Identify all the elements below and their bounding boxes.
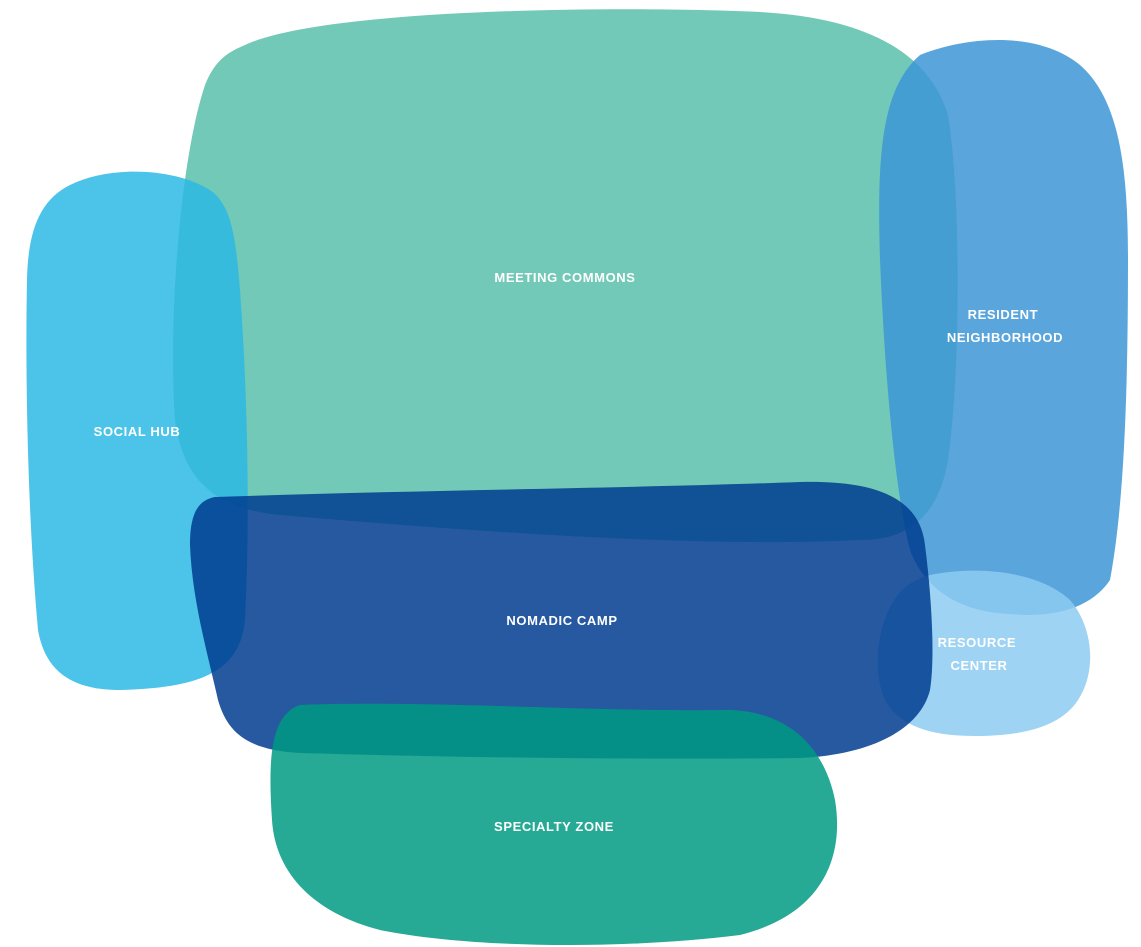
zone-meeting-commons — [173, 9, 958, 543]
label-resident-neighborhood: RESIDENT NEIGHBORHOOD — [947, 307, 1063, 345]
label-resource-line2: CENTER — [950, 658, 1007, 673]
label-resident-line2: NEIGHBORHOOD — [947, 330, 1063, 345]
zone-nomadic-camp — [190, 481, 933, 759]
label-resource-line1: RESOURCE — [938, 635, 1016, 650]
label-specialty-zone: SPECIALTY ZONE — [494, 819, 614, 834]
label-meeting-commons: MEETING COMMONS — [494, 270, 635, 285]
label-resident-line1: RESIDENT — [968, 307, 1039, 322]
label-nomadic-camp: NOMADIC CAMP — [506, 613, 617, 628]
label-resource-center: RESOURCE CENTER — [938, 635, 1021, 673]
zone-resident-neighborhood — [879, 40, 1128, 615]
label-social-hub: SOCIAL HUB — [94, 424, 181, 439]
zone-specialty-zone — [270, 703, 838, 946]
